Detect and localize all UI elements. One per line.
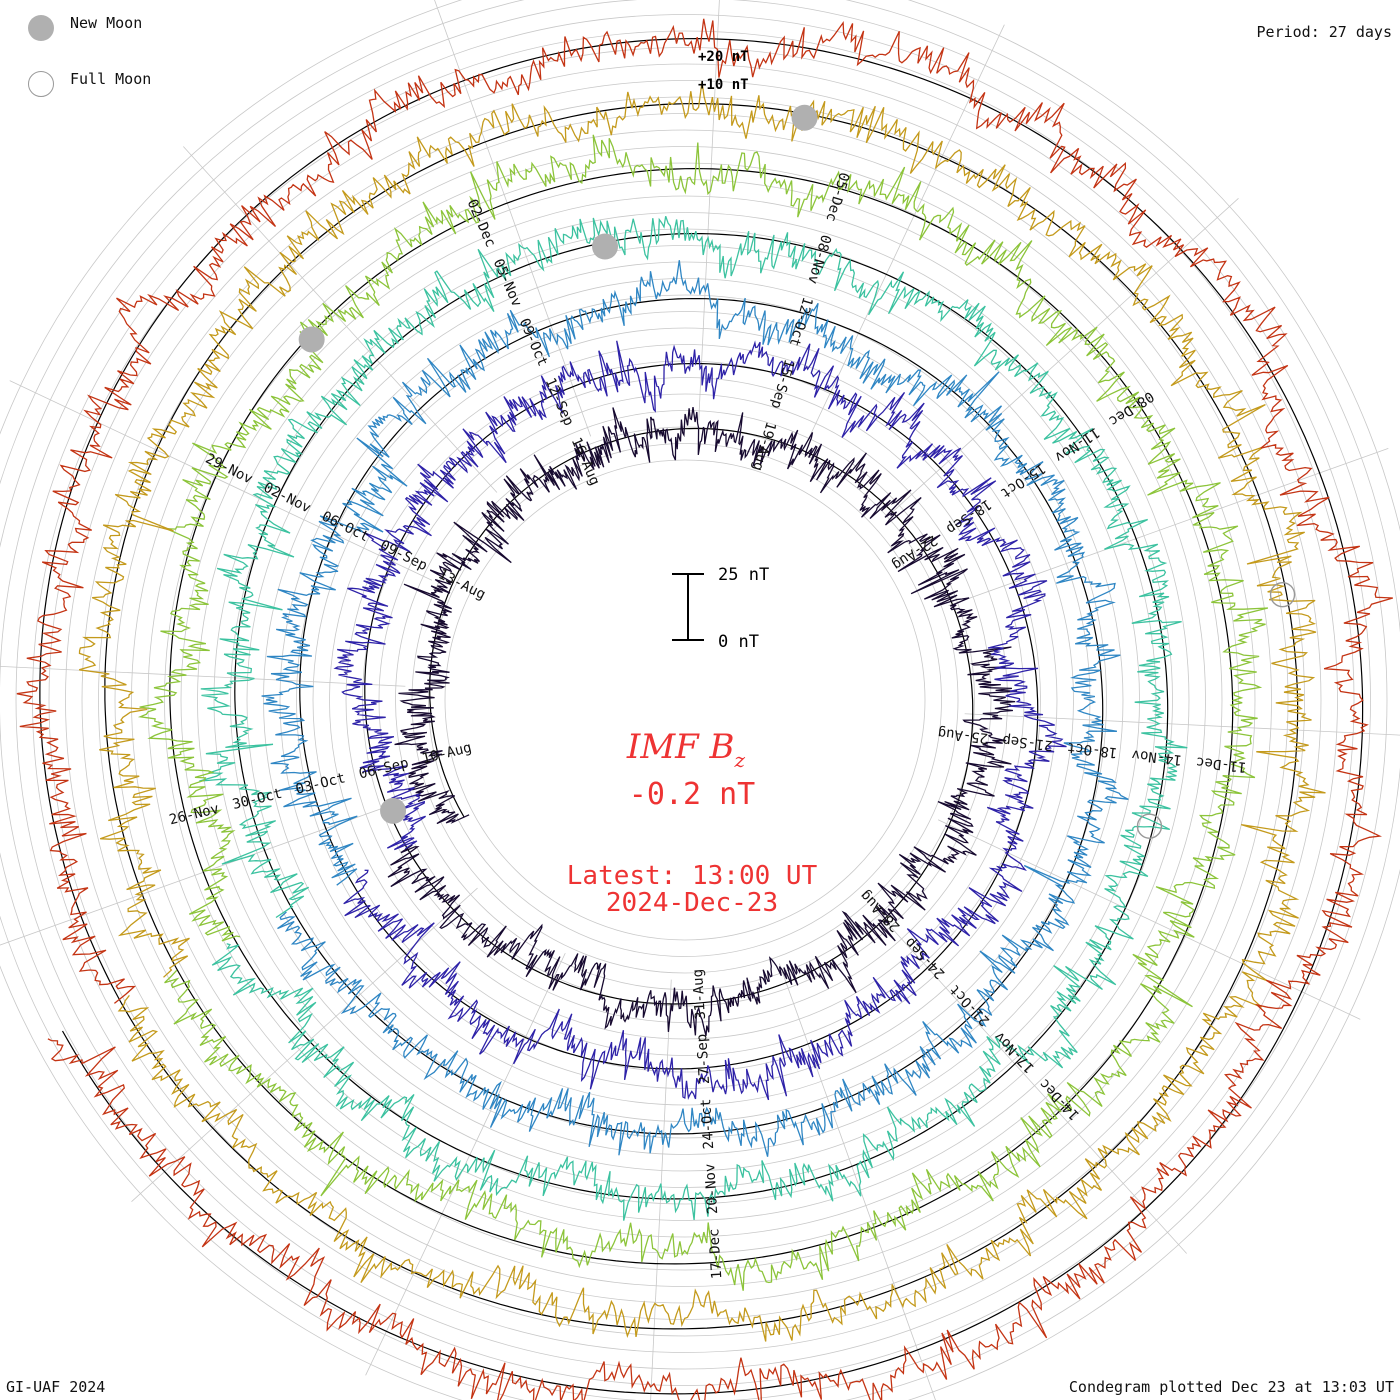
date-label: 12-Oct [786, 295, 816, 348]
latest-date: 2024-Dec-23 [606, 888, 778, 918]
grid-ring [98, 113, 1272, 1287]
grid-ring [345, 360, 1025, 1040]
date-label: 27-Sep [694, 1033, 713, 1084]
grid-ring [164, 179, 1206, 1221]
full-moon-marker [1269, 581, 1296, 608]
grid-ring [444, 459, 926, 941]
date-label: 05-Dec [822, 170, 852, 223]
grid-ring [362, 377, 1008, 1023]
imf-title-sub: z [734, 748, 746, 772]
grid-spoke [365, 952, 566, 1376]
date-label: 21-Sep [1002, 732, 1054, 754]
grid-ring [131, 146, 1239, 1254]
imf-title: IMF Bz [626, 727, 746, 772]
imf-title-main: IMF B [626, 727, 735, 767]
date-label: 18-Oct [1066, 739, 1118, 761]
grid-ring [48, 63, 1322, 1337]
grid-ring [65, 80, 1305, 1320]
grid-ring [81, 96, 1289, 1304]
series-trace-6 [78, 82, 1326, 1342]
grid-spoke [698, 0, 720, 421]
date-label: 14-Dec [1036, 1075, 1082, 1123]
grid-ring [197, 212, 1173, 1188]
date-label: 14-Nov [1131, 746, 1183, 768]
grid-spoke [948, 447, 1389, 607]
period-label: Period: 27 days [1256, 23, 1392, 41]
date-label: 10-Aug [420, 740, 473, 767]
grid-spoke [872, 907, 1187, 1254]
date-label: 25-Aug [937, 724, 989, 746]
series-trace-4 [199, 215, 1188, 1221]
date-label: 05-Nov [490, 257, 525, 310]
grid-ring [428, 443, 942, 957]
full-moon-marker [1136, 813, 1163, 839]
footer-plotted: Condegram plotted Dec 23 at 13:03 UT [1068, 1378, 1394, 1396]
footer-credit: GI-UAF 2024 [6, 1378, 106, 1396]
date-label: 11-Dec [1195, 753, 1247, 775]
date-label: 02-Dec [464, 197, 499, 250]
date-label: 17-Dec [706, 1228, 725, 1279]
series-trace-1 [387, 407, 1018, 1036]
series-trace-7 [16, 18, 1393, 1400]
date-label: 15-Sep [767, 357, 797, 410]
series-trace-3 [261, 260, 1129, 1157]
date-label: 24-Oct [698, 1098, 717, 1149]
date-label: 08-Nov [804, 233, 834, 286]
grid-ring [246, 261, 1124, 1139]
grid-ring [296, 311, 1074, 1089]
full-moon-label: Full Moon [70, 70, 152, 88]
grid-spoke [434, 0, 592, 437]
grid-spoke [650, 979, 672, 1400]
latest-time: Latest: 13:00 UT [567, 861, 818, 891]
new-moon-icon [28, 15, 54, 41]
ring-label-plus20: +20 nT [698, 49, 749, 65]
new-moon-marker [592, 233, 619, 260]
full-moon-icon [28, 71, 54, 97]
grid-ring [0, 14, 1371, 1386]
grid-ring [329, 344, 1041, 1056]
scale-bar-top-label: 25 nT [718, 565, 769, 585]
grid-spoke [964, 713, 1400, 736]
grid-spoke [183, 146, 498, 493]
grid-ring [263, 278, 1107, 1122]
baseline-spiral [39, 37, 1364, 1395]
moon-marker-layer [298, 104, 1296, 839]
grid-spoke [892, 198, 1239, 513]
scale-bar-bottom-label: 0 nT [718, 632, 759, 652]
grid-spoke [9, 380, 433, 581]
date-label: 31-Aug [690, 969, 709, 1020]
grid-ring [147, 162, 1223, 1238]
grid-ring [312, 327, 1058, 1073]
grid-ring [32, 47, 1338, 1353]
grid-ring [114, 129, 1256, 1271]
scale-bar: 25 nT 0 nT [672, 565, 769, 652]
grid-ring [230, 245, 1140, 1155]
grid-ring [15, 30, 1355, 1370]
new-moon-label: New Moon [70, 14, 143, 32]
series-trace-2 [333, 340, 1067, 1101]
current-value: -0.2 nT [629, 777, 755, 812]
grid-ring [395, 410, 975, 990]
date-label: 20-Nov [702, 1163, 721, 1214]
grid-ring [378, 393, 992, 1007]
new-moon-marker [380, 797, 407, 824]
series-trace-5 [137, 134, 1269, 1291]
ring-label-plus10: +10 nT [698, 77, 749, 93]
grid-spoke [0, 665, 406, 687]
grid-ring [180, 195, 1190, 1205]
new-moon-marker [298, 326, 325, 353]
new-moon-marker [791, 104, 818, 131]
series-layer [16, 18, 1393, 1400]
center-readout: IMF Bz -0.2 nT Latest: 13:00 UT 2024-Dec… [567, 727, 818, 918]
date-label: 30-Oct [231, 786, 284, 813]
date-label: 06-Sep [357, 755, 410, 782]
grid-spoke [778, 963, 936, 1400]
